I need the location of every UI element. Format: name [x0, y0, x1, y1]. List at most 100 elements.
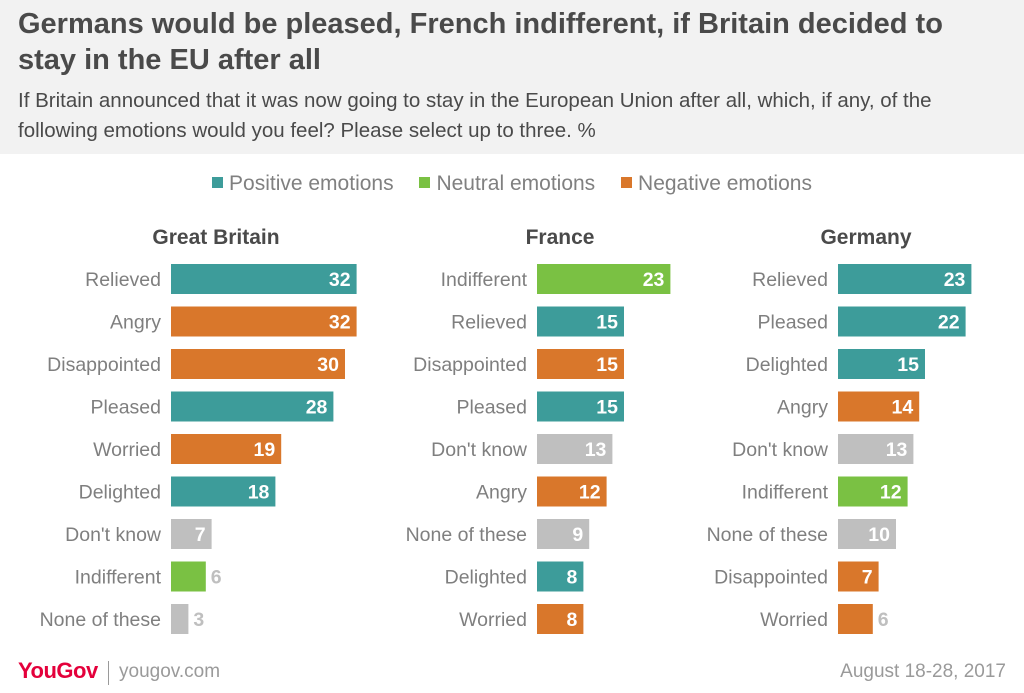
great-britain-label-delighted: Delighted: [79, 482, 161, 504]
germany-label-pleased: Pleased: [758, 312, 828, 334]
chart-subtitle: If Britain announced that it was now goi…: [18, 89, 932, 142]
france-label-don-t-know: Don't know: [431, 439, 528, 461]
germany-label-don-t-know: Don't know: [732, 439, 829, 461]
great-britain-bar-relieved: [171, 264, 357, 294]
great-britain-label-indifferent: Indifferent: [75, 567, 162, 589]
france-label-disappointed: Disappointed: [413, 354, 527, 376]
great-britain-title: Great Britain: [152, 226, 279, 249]
footer-divider: [108, 661, 109, 685]
legend-swatch-negative: [621, 177, 633, 188]
germany-value-delighted: 15: [897, 354, 919, 376]
great-britain-bar-pleased: [171, 391, 334, 422]
germany-label-angry: Angry: [777, 397, 828, 419]
legend-swatch-neutral: [419, 177, 431, 188]
france-bar-relieved: [537, 306, 624, 337]
legend-label-negative: Negative emotions: [638, 172, 812, 195]
germany-bar-none-of-these: [838, 519, 896, 549]
great-britain-bar-none-of-these: [171, 604, 189, 634]
france-label-delighted: Delighted: [445, 567, 527, 589]
great-britain-value-pleased: 28: [306, 397, 328, 419]
france-value-angry: 12: [579, 482, 601, 504]
header-band: [0, 0, 1024, 154]
germany-bar-delighted: [838, 349, 925, 379]
great-britain-bar-disappointed: [171, 349, 345, 379]
legend-item-neutral: Neutral emotions: [419, 172, 595, 196]
germany-bar-indifferent: [838, 476, 908, 507]
germany-value-angry: 14: [891, 397, 913, 419]
germany-value-don-t-know: 13: [886, 439, 908, 461]
germany-label-indifferent: Indifferent: [742, 482, 829, 504]
france-value-relieved: 15: [596, 312, 618, 334]
great-britain-value-angry: 32: [329, 312, 351, 334]
france-bar-indifferent: [537, 264, 671, 294]
france-bar-delighted: [537, 561, 584, 592]
germany-bar-relieved: [838, 264, 972, 294]
germany-bar-pleased: [838, 306, 966, 337]
great-britain-value-worried: 19: [253, 439, 275, 461]
france-label-indifferent: Indifferent: [441, 269, 528, 291]
germany-bar-don-t-know: [838, 434, 914, 464]
france-value-delighted: 8: [567, 567, 578, 589]
germany-value-pleased: 22: [938, 312, 960, 334]
great-britain-value-relieved: 32: [329, 269, 351, 291]
great-britain-value-disappointed: 30: [317, 354, 339, 376]
france-title: France: [526, 226, 595, 249]
great-britain-value-delighted: 18: [248, 482, 270, 504]
france-label-relieved: Relieved: [451, 312, 527, 334]
great-britain-label-angry: Angry: [110, 312, 161, 334]
great-britain-value-none-of-these: 3: [193, 609, 204, 631]
germany-value-worried: 6: [878, 609, 889, 631]
germany-label-none-of-these: None of these: [707, 524, 828, 546]
france-value-pleased: 15: [596, 397, 618, 419]
france-bar-none-of-these: [537, 519, 590, 549]
great-britain-label-relieved: Relieved: [85, 269, 161, 291]
france-value-disappointed: 15: [596, 354, 618, 376]
legend: Positive emotions Neutral emotions Negat…: [0, 172, 1024, 196]
legend-label-positive: Positive emotions: [229, 172, 394, 195]
great-britain-label-don-t-know: Don't know: [65, 524, 162, 546]
great-britain-bar-worried: [171, 434, 282, 464]
germany-value-disappointed: 7: [862, 567, 873, 589]
france-bar-angry: [537, 476, 607, 507]
yougov-logo: YouGov: [18, 658, 98, 683]
france-bar-worried: [537, 604, 584, 634]
germany-label-disappointed: Disappointed: [714, 567, 828, 589]
france-label-none-of-these: None of these: [406, 524, 527, 546]
legend-item-positive: Positive emotions: [212, 172, 394, 196]
france-label-worried: Worried: [459, 609, 527, 631]
great-britain-bar-angry: [171, 306, 357, 337]
germany-bar-angry: [838, 391, 920, 422]
footer-date: August 18-28, 2017: [840, 661, 1006, 682]
france-label-angry: Angry: [476, 482, 527, 504]
legend-label-neutral: Neutral emotions: [436, 172, 596, 195]
footer-site-link[interactable]: yougov.com: [119, 661, 221, 682]
france-bar-don-t-know: [537, 434, 613, 464]
france-bar-disappointed: [537, 349, 624, 379]
great-britain-bar-don-t-know: [171, 519, 212, 549]
great-britain-value-don-t-know: 7: [195, 524, 206, 546]
germany-value-relieved: 23: [944, 269, 966, 291]
france-value-none-of-these: 9: [572, 524, 583, 546]
great-britain-bar-indifferent: [171, 561, 206, 592]
france-bar-pleased: [537, 391, 624, 422]
great-britain-label-pleased: Pleased: [91, 397, 161, 419]
great-britain-bar-delighted: [171, 476, 276, 507]
germany-label-relieved: Relieved: [752, 269, 828, 291]
germany-title: Germany: [820, 226, 911, 249]
germany-value-none-of-these: 10: [868, 524, 890, 546]
germany-label-worried: Worried: [760, 609, 828, 631]
legend-item-negative: Negative emotions: [621, 172, 812, 196]
germany-label-delighted: Delighted: [746, 354, 828, 376]
france-value-indifferent: 23: [643, 269, 665, 291]
france-value-don-t-know: 13: [585, 439, 607, 461]
great-britain-label-worried: Worried: [93, 439, 161, 461]
germany-bar-worried: [838, 604, 873, 634]
great-britain-label-none-of-these: None of these: [40, 609, 161, 631]
great-britain-value-indifferent: 6: [211, 567, 222, 589]
france-label-pleased: Pleased: [457, 397, 527, 419]
chart-title: Germans would be pleased, French indiffe…: [18, 8, 943, 76]
france-value-worried: 8: [567, 609, 578, 631]
germany-value-indifferent: 12: [880, 482, 902, 504]
great-britain-label-disappointed: Disappointed: [47, 354, 161, 376]
